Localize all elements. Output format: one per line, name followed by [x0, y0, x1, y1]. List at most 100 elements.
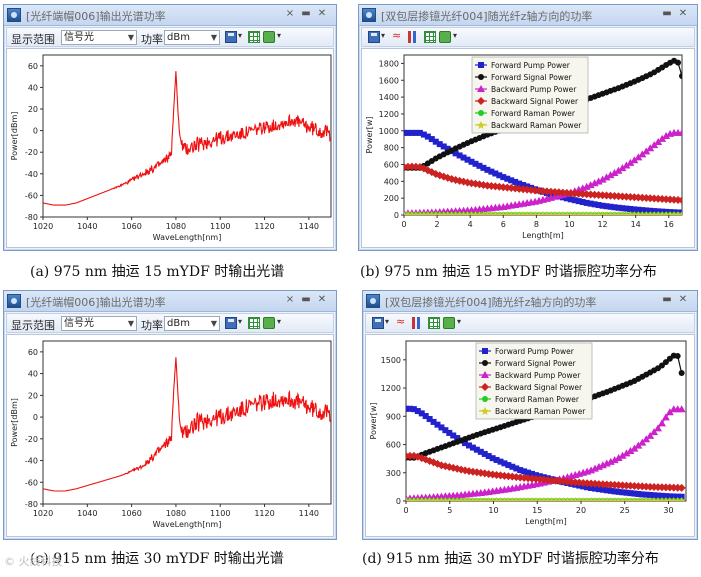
wave-icon[interactable]: ≈: [396, 315, 406, 328]
backward-signal-power-point: [543, 475, 552, 484]
y-tick-label: 900: [386, 412, 401, 421]
bars-icon[interactable]: [408, 31, 420, 43]
lock-icon[interactable]: [439, 31, 451, 43]
backward-signal-power-point: [472, 468, 481, 477]
watermark: © 火线科技: [4, 555, 63, 568]
power-unit-select[interactable]: dBm ▼: [164, 30, 220, 45]
x-tick-label: 1140: [299, 509, 319, 518]
legend-entry: Backward Signal Power: [491, 97, 579, 106]
save-dropdown-icon[interactable]: ▾: [381, 31, 386, 40]
forward-pump-power-point: [513, 465, 520, 472]
x-tick-label: 6: [501, 220, 506, 229]
close-icon[interactable]: ×: [285, 294, 295, 305]
grid-icon[interactable]: [424, 31, 436, 43]
figure-caption-c: (c) 915 nm 抽运 30 mYDF 时输出光谱: [30, 551, 284, 567]
grid-icon[interactable]: [248, 31, 260, 43]
forward-pump-power-point: [611, 204, 618, 211]
lock-icon[interactable]: [443, 317, 455, 329]
forward-pump-power-point: [476, 162, 483, 169]
backward-pump-power-point: [638, 438, 647, 446]
wave-icon[interactable]: ≈: [392, 29, 402, 42]
spectrum-chart-a: -80 -60 -40 -20 0 20 40 60 1020 1040 1060 1080 1100 1…: [10, 54, 332, 242]
more-dropdown-icon[interactable]: ▾: [277, 31, 282, 40]
titlebar[interactable]: [光纤端帽006]输出光谱功率 × ▬ ✕: [4, 291, 336, 312]
spectrum-chart-c: -80 -60 -40 -20 0 20 40 60 1020 1040 1060 1080 1100 1…: [10, 340, 332, 529]
more-dropdown-icon[interactable]: ▾: [453, 31, 458, 40]
series-group: [43, 357, 331, 492]
grid-icon[interactable]: [428, 317, 440, 329]
more-dropdown-icon[interactable]: ▾: [277, 317, 282, 326]
x-axis-label: Length[m]: [522, 231, 564, 240]
legend: Forward Pump Power Forward Signal Power Ba…: [475, 342, 593, 420]
save-icon[interactable]: [368, 31, 380, 43]
minimize-icon[interactable]: ▬: [662, 8, 672, 19]
forward-pump-power-point: [493, 456, 500, 463]
forward-pump-power-point: [512, 178, 519, 185]
backward-pump-power-point: [646, 431, 655, 439]
forward-pump-power-point: [488, 168, 495, 175]
close-icon[interactable]: ×: [285, 8, 295, 19]
backward-signal-power-point: [443, 173, 452, 182]
more-dropdown-icon[interactable]: ▾: [457, 317, 462, 326]
minimize-icon[interactable]: ▬: [301, 294, 311, 305]
maximize-icon[interactable]: ✕: [317, 8, 327, 19]
minimize-icon[interactable]: ▬: [662, 294, 672, 305]
forward-pump-power-point: [477, 448, 484, 455]
save-dropdown-icon[interactable]: ▾: [238, 317, 243, 326]
chart-area: 0 300 600 900 1200 1500 0 5 10 15 20 25 30 Length[m] P…: [365, 334, 695, 537]
forward-pump-power-point: [480, 164, 487, 171]
backward-pump-power-point: [654, 424, 662, 432]
backward-signal-power-point: [618, 192, 627, 201]
backward-signal-power-point: [587, 479, 596, 488]
forward-pump-power-point: [430, 418, 437, 425]
save-icon[interactable]: [372, 317, 384, 329]
backward-signal-power-point: [598, 480, 607, 489]
x-tick-label: 2: [435, 220, 440, 229]
range-select[interactable]: 信号光 ▼: [61, 30, 137, 45]
forward-pump-power-point: [635, 490, 642, 497]
lock-icon[interactable]: [263, 31, 275, 43]
forward-pump-power-point: [520, 182, 527, 189]
forward-pump-power-point: [611, 488, 618, 495]
save-dropdown-icon[interactable]: ▾: [385, 317, 390, 326]
power-unit-select[interactable]: dBm ▼: [164, 316, 220, 331]
close-icon[interactable]: ✕: [678, 8, 688, 19]
forward-pump-power-point: [440, 143, 447, 150]
x-tick-label: 1060: [121, 222, 141, 231]
toolbar: 显示范围 信号光 ▼ 功率 dBm ▼ ▾ ▾: [6, 27, 334, 47]
forward-signal-power-point: [662, 359, 669, 366]
forward-pump-power-point: [460, 154, 467, 161]
forward-pump-power-point: [525, 469, 532, 476]
backward-pump-power-point: [662, 132, 671, 140]
forward-pump-power-point: [438, 424, 445, 431]
x-tick-label: 1020: [33, 509, 53, 518]
save-dropdown-icon[interactable]: ▾: [238, 31, 243, 40]
save-icon[interactable]: [225, 31, 237, 43]
backward-pump-power-point: [622, 449, 631, 457]
forward-signal-power-point: [674, 353, 681, 360]
backward-signal-power-markers: [404, 162, 682, 205]
forward-pump-power-point: [607, 203, 614, 210]
backward-signal-power-point: [630, 193, 639, 202]
range-select[interactable]: 信号光 ▼: [61, 316, 137, 331]
save-icon[interactable]: [225, 317, 237, 329]
titlebar[interactable]: [双包层掺镱光纤004]随光纤z轴方向的功率 ▬ ✕: [363, 291, 697, 312]
lock-icon[interactable]: [263, 317, 275, 329]
backward-pump-power-point: [638, 150, 647, 158]
forward-pump-power-point: [623, 205, 630, 212]
legend-swatch-marker: [478, 74, 484, 80]
titlebar[interactable]: [光纤端帽006]输出光谱功率 × ▬ ✕: [4, 5, 336, 26]
forward-pump-power-point: [670, 493, 677, 500]
chevron-down-icon: ▼: [210, 319, 217, 328]
close-icon[interactable]: ✕: [678, 294, 688, 305]
maximize-icon[interactable]: ✕: [317, 294, 327, 305]
forward-pump-power-point: [588, 485, 595, 492]
minimize-icon[interactable]: ▬: [301, 8, 311, 19]
grid-icon[interactable]: [248, 317, 260, 329]
legend-entry: Backward Pump Power: [491, 85, 577, 94]
bars-icon[interactable]: [412, 317, 424, 329]
forward-pump-power-point: [607, 487, 614, 494]
titlebar[interactable]: [双包层掺镱光纤004]随光纤z轴方向的功率 ▬ ✕: [359, 5, 697, 26]
forward-pump-power-point: [599, 202, 606, 209]
backward-signal-power-point: [475, 180, 484, 189]
